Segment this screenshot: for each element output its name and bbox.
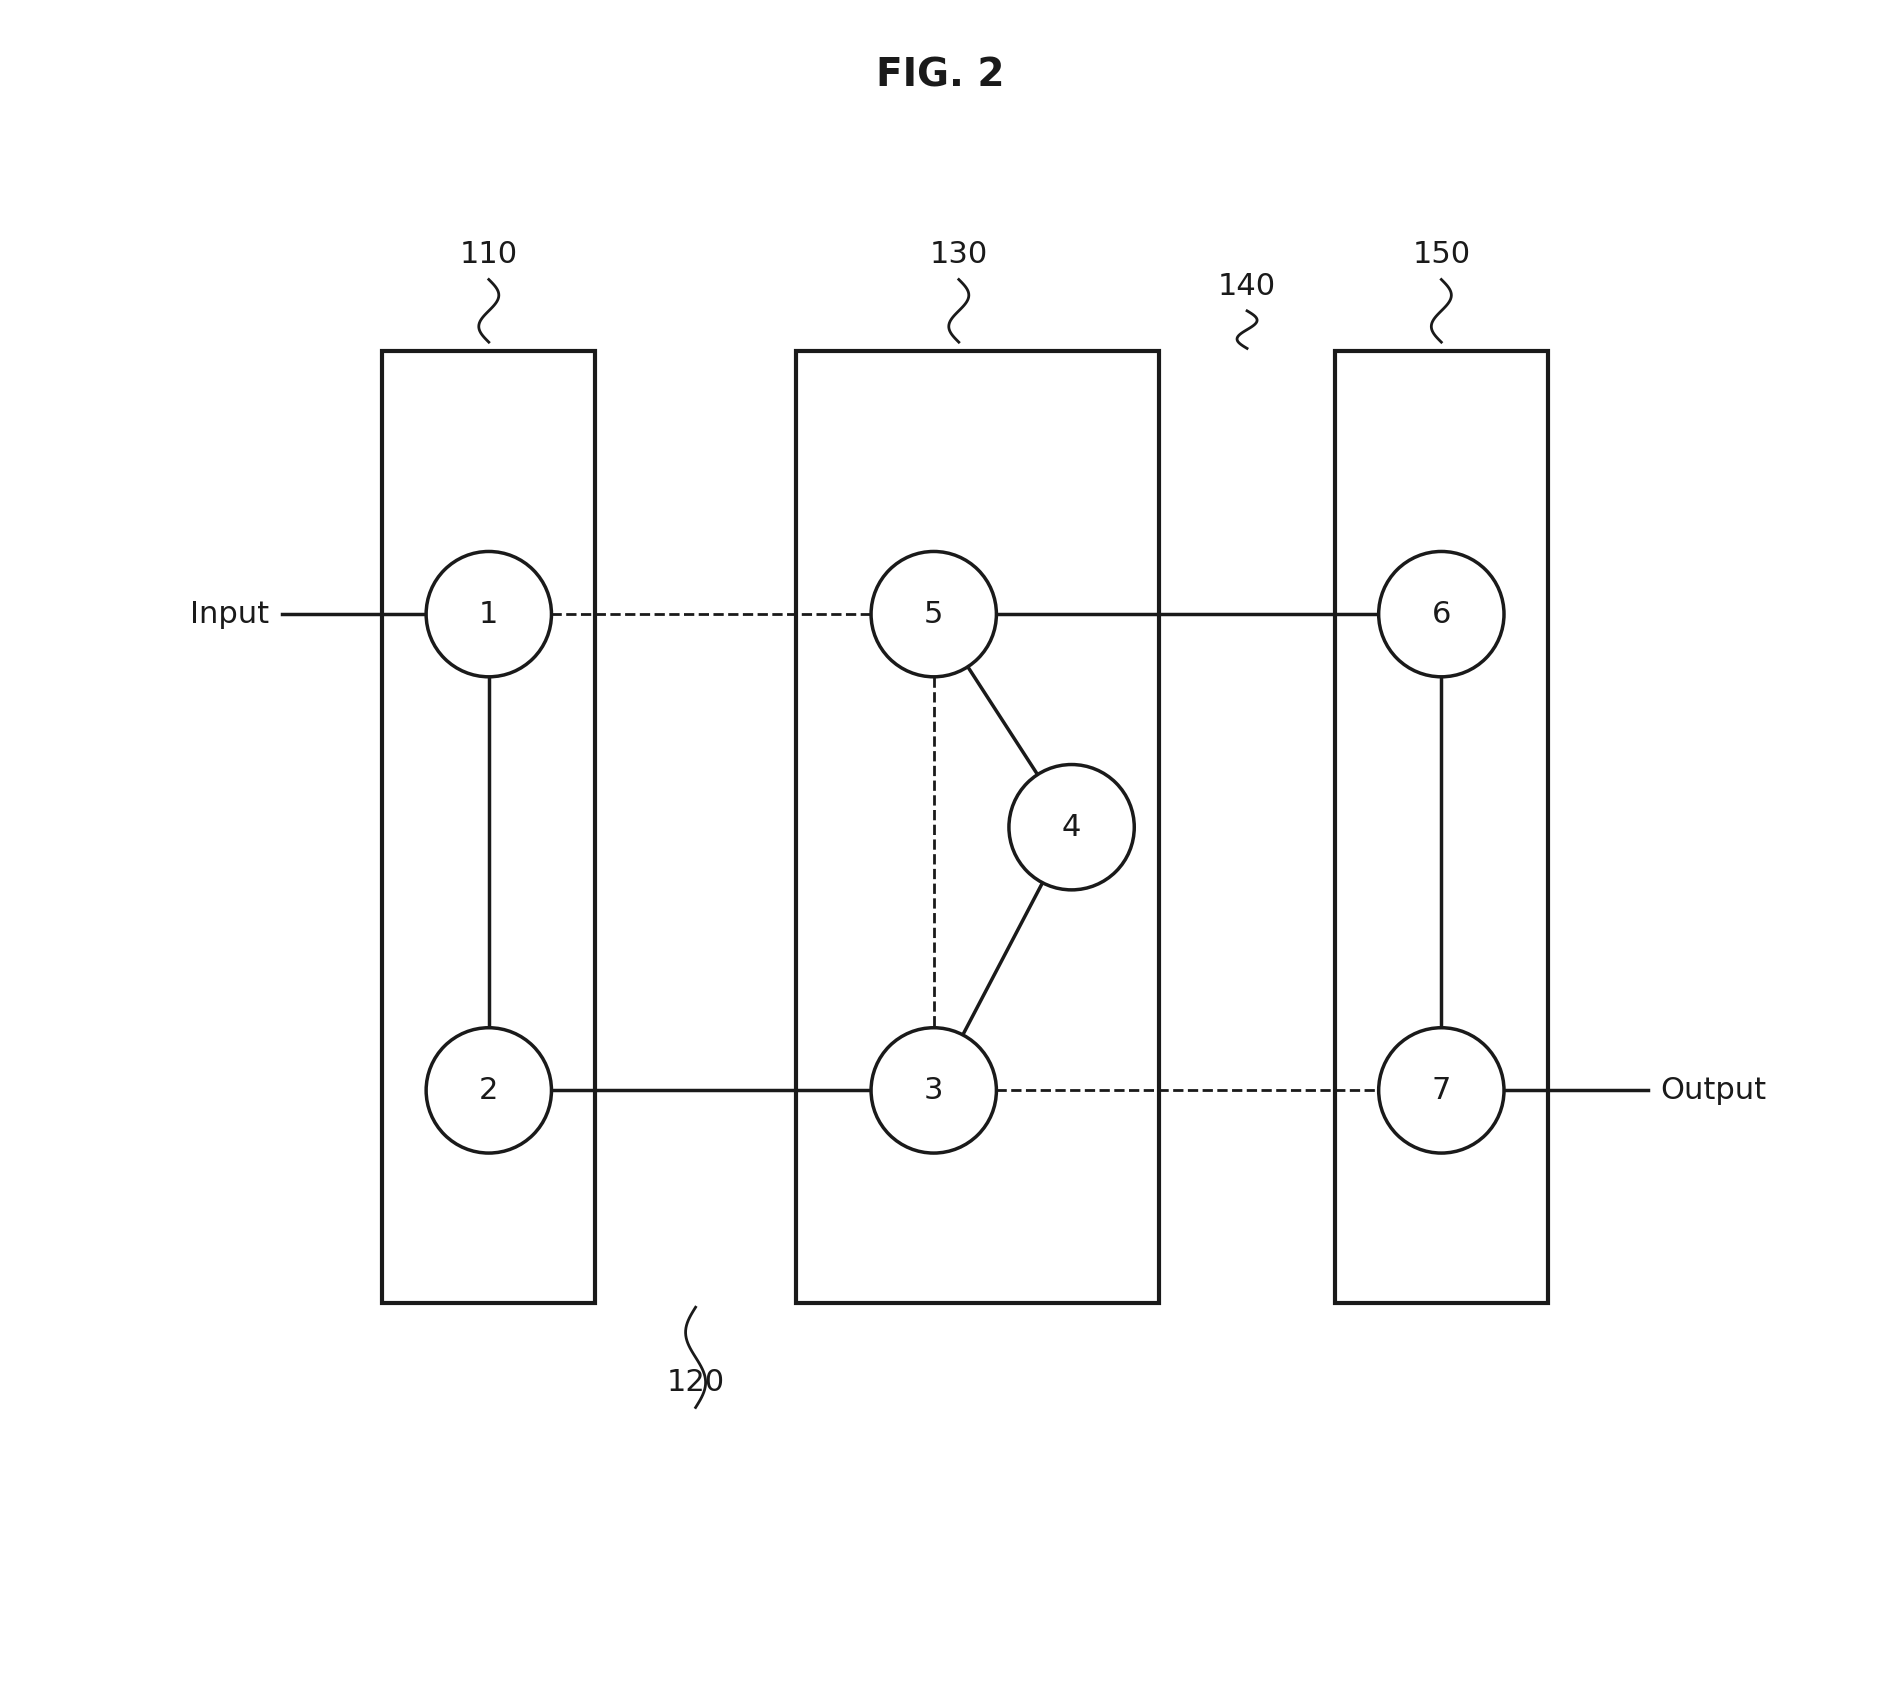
Circle shape (427, 1027, 551, 1152)
Text: FIG. 2: FIG. 2 (876, 56, 1004, 95)
Text: 150: 150 (1412, 240, 1470, 269)
Circle shape (1378, 1027, 1504, 1152)
Text: Output: Output (1660, 1076, 1767, 1105)
Circle shape (870, 552, 996, 677)
Text: 4: 4 (1062, 812, 1081, 841)
Circle shape (427, 552, 551, 677)
Circle shape (870, 1027, 996, 1152)
Bar (795, 350, 1160, 1303)
Bar (1335, 350, 1547, 1303)
Text: 3: 3 (923, 1076, 944, 1105)
Circle shape (1010, 765, 1134, 890)
Text: 120: 120 (667, 1369, 724, 1398)
Text: Input: Input (190, 599, 269, 629)
Text: 6: 6 (1433, 599, 1451, 629)
Text: 5: 5 (925, 599, 944, 629)
Text: 140: 140 (1218, 272, 1277, 301)
Bar (382, 350, 596, 1303)
Text: 130: 130 (931, 240, 987, 269)
Text: 2: 2 (479, 1076, 498, 1105)
Text: 1: 1 (479, 599, 498, 629)
Text: 7: 7 (1433, 1076, 1451, 1105)
Text: 110: 110 (461, 240, 517, 269)
Circle shape (1378, 552, 1504, 677)
